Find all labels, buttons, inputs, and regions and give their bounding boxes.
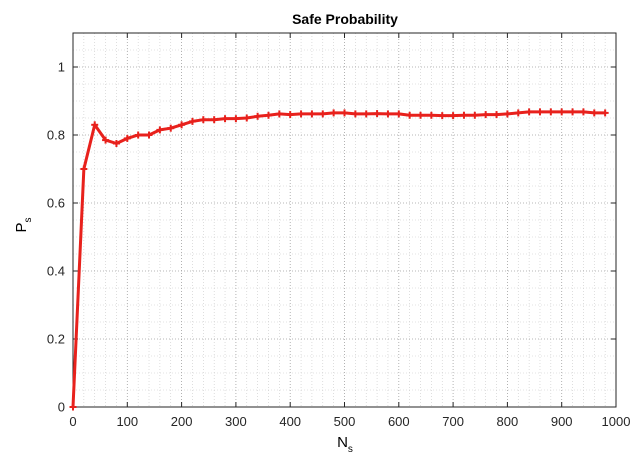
data-point-marker [264, 111, 272, 119]
chart-title: Safe Probability [292, 11, 398, 27]
data-point-marker [102, 136, 110, 144]
x-axis-label-main: N [337, 434, 348, 451]
x-tick-label: 600 [388, 414, 410, 429]
data-point-marker [199, 116, 207, 124]
y-tick-label: 0.6 [47, 196, 65, 211]
data-point-marker [167, 124, 175, 132]
data-point-marker [254, 112, 262, 120]
x-tick-label: 300 [225, 414, 247, 429]
data-point-marker [156, 126, 164, 134]
minor-grid [73, 32, 616, 407]
data-point-marker [579, 108, 587, 116]
data-point-marker [427, 111, 435, 119]
data-point-marker [221, 115, 229, 123]
x-tick-label: 1000 [602, 414, 631, 429]
x-tick-label: 200 [171, 414, 193, 429]
data-point-marker [91, 121, 99, 129]
data-point-marker [145, 131, 153, 139]
data-point-marker [308, 110, 316, 118]
y-tick-label: 0.2 [47, 332, 65, 347]
y-axis-label-main: P [13, 222, 30, 232]
data-point-marker [373, 110, 381, 118]
data-point-marker [438, 112, 446, 120]
y-axis-label: Ps [13, 217, 34, 232]
x-tick-label: 800 [497, 414, 519, 429]
x-axis-label: Ns [337, 434, 353, 455]
y-tick-label: 0.8 [47, 128, 65, 143]
data-point-marker [112, 140, 120, 147]
data-point-marker [395, 110, 403, 118]
x-tick-label: 700 [442, 414, 464, 429]
data-point-marker [275, 110, 283, 118]
x-tick-label: 900 [551, 414, 573, 429]
data-point-marker [547, 108, 555, 116]
data-point-marker [330, 109, 338, 117]
y-axis-label-sub: s [23, 217, 34, 222]
data-point-marker [69, 403, 77, 411]
data-point-marker [80, 165, 88, 173]
x-tick-label: 100 [116, 414, 138, 429]
y-tick-label: 0 [58, 400, 65, 415]
x-tick-label: 0 [69, 414, 76, 429]
data-point-marker [525, 108, 533, 116]
data-point-marker [558, 108, 566, 116]
data-point-marker [210, 116, 218, 124]
data-point-marker [178, 121, 186, 129]
data-point-marker [243, 114, 251, 122]
data-point-marker [319, 110, 327, 118]
data-point-marker [341, 109, 348, 117]
data-point-marker [134, 131, 142, 139]
y-axis: 0 0.2 0.4 0.6 0.8 1 [47, 60, 616, 415]
data-point-marker [601, 109, 609, 117]
y-tick-label: 1 [58, 60, 65, 75]
data-point-marker [503, 110, 511, 118]
series-line [71, 110, 607, 409]
data-point-marker [514, 109, 522, 117]
data-point-marker [188, 117, 196, 125]
data-point-marker [351, 110, 359, 118]
data-point-marker [590, 109, 598, 117]
data-point-marker [286, 111, 294, 119]
y-tick-label: 0.4 [47, 264, 65, 279]
data-point-marker [482, 111, 490, 119]
x-tick-label: 400 [279, 414, 301, 429]
data-point-marker [460, 111, 468, 119]
data-point-marker [297, 110, 305, 118]
x-axis-label-sub: s [348, 444, 353, 455]
data-point-marker [362, 110, 370, 118]
data-point-marker [384, 110, 392, 118]
data-point-marker [232, 115, 240, 123]
data-point-marker [123, 134, 131, 142]
data-point-marker [471, 111, 479, 119]
data-point-marker [449, 112, 457, 120]
data-point-marker [493, 111, 501, 119]
data-point-marker [417, 111, 425, 119]
x-axis: 0 100 200 300 400 500 600 700 800 900 1000 [69, 33, 630, 429]
series-group [69, 108, 609, 411]
data-point-marker [569, 108, 577, 116]
data-point-marker [536, 108, 544, 116]
data-point-marker [406, 111, 414, 119]
x-tick-label: 500 [334, 414, 356, 429]
